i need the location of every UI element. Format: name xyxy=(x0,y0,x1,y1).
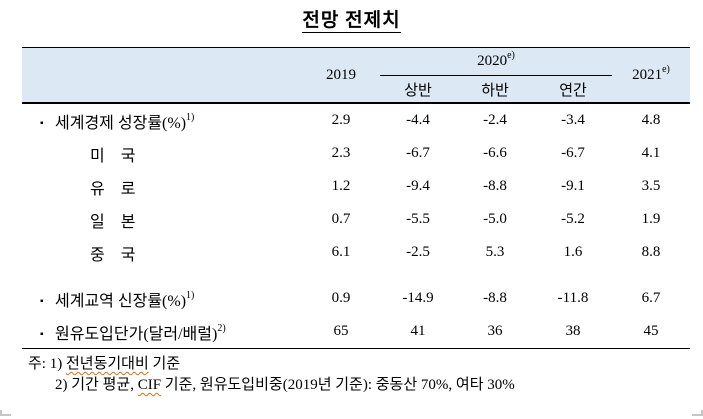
cell-value: 1.9 xyxy=(641,211,661,227)
cell-value: -8.8 xyxy=(483,178,507,194)
cell-value: 0.7 xyxy=(331,211,351,227)
cell-value: -5.2 xyxy=(561,211,585,227)
table-row-world-growth: ▪ 세계경제 성장률(%)1) 2.9 -4.4 -2.4 -3.4 4.8 xyxy=(22,103,690,137)
cell-value: -2.5 xyxy=(406,244,430,260)
header-empty-cell xyxy=(22,47,302,104)
cell-value: 1.2 xyxy=(331,178,351,194)
cell-value: -9.1 xyxy=(561,178,585,194)
row-label-text: 세계교역 신장률(%) xyxy=(55,292,187,310)
cell-value: 2.9 xyxy=(331,112,351,128)
bullet-icon: ▪ xyxy=(40,117,44,129)
cell-value: 8.8 xyxy=(641,244,661,260)
header-2020-superscript: e) xyxy=(507,50,515,61)
row-label-text: 유 로 xyxy=(90,180,136,198)
footnote-2-text-before: 기간 평균, xyxy=(71,377,138,393)
cell-value: 6.1 xyxy=(331,244,351,260)
cell-value: 45 xyxy=(612,315,690,349)
row-label-china: 중 국 xyxy=(22,236,302,269)
row-label-text: 미 국 xyxy=(90,147,136,165)
cell-value: -5.5 xyxy=(406,211,430,227)
crop-handle-right xyxy=(692,410,703,416)
cell-value: 3.5 xyxy=(641,178,661,194)
cell-value: -3.4 xyxy=(561,112,585,128)
header-col-2021: 2021e) xyxy=(612,47,690,104)
row-label-superscript: 2) xyxy=(217,323,226,335)
header-2021-label: 2021 xyxy=(632,66,663,83)
cell-value: 6.7 xyxy=(641,290,661,306)
forecast-assumptions-table: 2019 2020e) 2021e) 상반 하반 연간 ▪ 세계경제 성장률(%)… xyxy=(22,47,690,349)
footnote-1: 주: 1) 전년동기대비 기준 xyxy=(28,354,703,375)
page-title-text: 전망 전제치 xyxy=(302,10,401,33)
cell-value: 1.6 xyxy=(563,244,583,260)
row-label-oil-price: ▪ 원유도입단가(달러/배럴)2) xyxy=(22,315,302,349)
cell-value: 65 xyxy=(302,315,380,349)
cell-value: 4.1 xyxy=(641,145,661,161)
row-label-superscript: 1) xyxy=(186,290,195,302)
cell-value: 36 xyxy=(456,315,534,349)
footnote-prefix: 주: xyxy=(28,356,46,372)
table-header: 2019 2020e) 2021e) 상반 하반 연간 xyxy=(22,47,690,104)
header-subcol-first-half: 상반 xyxy=(380,75,456,104)
cell-value: 41 xyxy=(380,315,456,349)
table-row-world-trade: ▪ 세계교역 신장률(%)1) 0.9 -14.9 -8.8 -11.8 6.7 xyxy=(22,282,690,315)
row-label-superscript: 1) xyxy=(186,112,195,124)
bullet-icon: ▪ xyxy=(40,328,44,340)
cell-value: 38 xyxy=(534,315,612,349)
row-label-world-trade: ▪ 세계교역 신장률(%)1) xyxy=(22,282,302,315)
table-row-japan: 일 본 0.7 -5.5 -5.0 -5.2 1.9 xyxy=(22,203,690,236)
cell-value: 0.9 xyxy=(331,290,351,306)
footnote-2-number: 2) xyxy=(55,377,68,393)
header-col-2019: 2019 xyxy=(302,47,380,104)
header-2019-label: 2019 xyxy=(326,66,356,83)
header-2020-label: 2020 xyxy=(477,53,508,69)
table-row-oil-price: ▪ 원유도입단가(달러/배럴)2) 65 41 36 38 45 xyxy=(22,315,690,349)
cell-value: -11.8 xyxy=(557,290,589,306)
row-label-world-growth: ▪ 세계경제 성장률(%)1) xyxy=(22,103,302,137)
footnote-2: 2) 기간 평균, CIF 기준, 원유도입비중(2019년 기준): 중동산 … xyxy=(28,375,703,396)
header-subcol-second-half: 하반 xyxy=(456,75,534,104)
row-label-text: 중 국 xyxy=(90,246,136,264)
footnote-2-spellcheck-text: CIF xyxy=(137,377,162,393)
cell-value: 4.8 xyxy=(641,112,661,128)
cell-value: -5.0 xyxy=(483,211,507,227)
page-title: 전망 전제치 xyxy=(0,0,703,34)
row-label-text: 원유도입단가(달러/배럴) xyxy=(55,325,218,343)
cell-value: 5.3 xyxy=(485,244,505,260)
header-2021-superscript: e) xyxy=(662,63,670,75)
header-subcol-annual: 연간 xyxy=(534,75,612,104)
cell-value: -8.8 xyxy=(483,290,507,306)
table-body: ▪ 세계경제 성장률(%)1) 2.9 -4.4 -2.4 -3.4 4.8 미 … xyxy=(22,103,690,349)
spacer-row xyxy=(22,269,690,282)
footnote-1-text: 기준 xyxy=(148,356,181,372)
footnote-1-spellcheck-text: 전년동기대비 xyxy=(65,356,149,372)
cell-value: -6.6 xyxy=(483,145,507,161)
table-row-usa: 미 국 2.3 -6.7 -6.6 -6.7 4.1 xyxy=(22,137,690,170)
footnotes: 주: 1) 전년동기대비 기준 2) 기간 평균, CIF 기준, 원유도입비중… xyxy=(28,354,703,396)
table-row-euro: 유 로 1.2 -9.4 -8.8 -9.1 3.5 xyxy=(22,170,690,203)
cell-value: -6.7 xyxy=(406,145,430,161)
cell-value: -4.4 xyxy=(406,112,430,128)
bullet-icon: ▪ xyxy=(40,295,44,307)
table-row-china: 중 국 6.1 -2.5 5.3 1.6 8.8 xyxy=(22,236,690,269)
row-label-japan: 일 본 xyxy=(22,203,302,236)
row-label-euro: 유 로 xyxy=(22,170,302,203)
footnote-1-number: 1) xyxy=(49,356,63,372)
cell-value: -2.4 xyxy=(483,112,507,128)
row-label-text: 세계경제 성장률(%) xyxy=(55,114,187,132)
footnote-2-text: 기준, 원유도입비중(2019년 기준): 중동산 70%, 여타 30% xyxy=(161,377,515,393)
cell-value: -9.4 xyxy=(406,178,430,194)
row-label-text: 일 본 xyxy=(90,213,136,231)
row-label-usa: 미 국 xyxy=(22,137,302,170)
header-col-2020: 2020e) xyxy=(380,47,612,76)
cell-value: 2.3 xyxy=(331,145,351,161)
cell-value: -14.9 xyxy=(402,290,434,306)
cell-value: -6.7 xyxy=(561,145,585,161)
crop-handle-left xyxy=(0,410,11,416)
